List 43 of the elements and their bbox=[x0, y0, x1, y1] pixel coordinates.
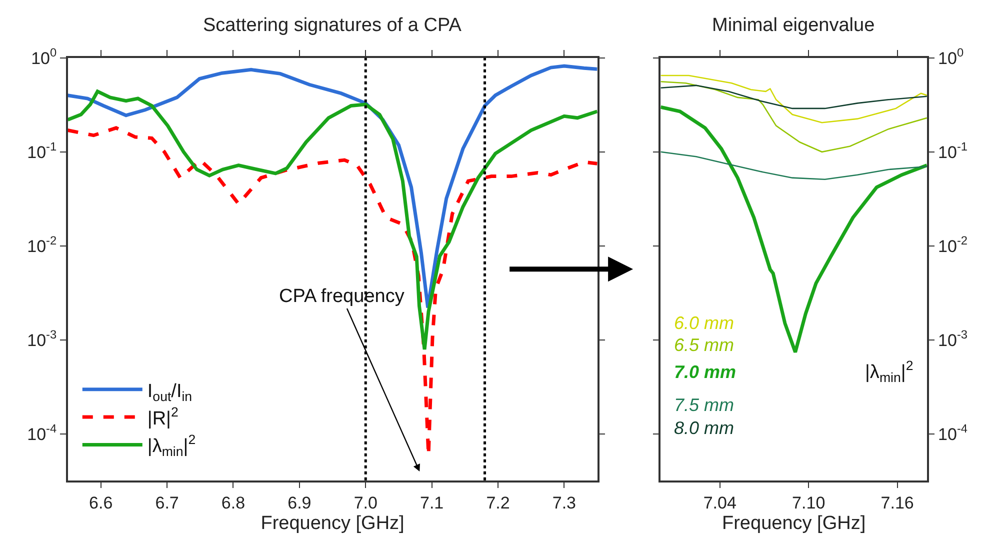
x-tick-label: 6.7 bbox=[155, 493, 179, 512]
y-tick-label: 10$^{-3}$ bbox=[938, 328, 968, 350]
x-tick-label: 6.8 bbox=[221, 493, 246, 512]
text: 7.0 mm bbox=[674, 362, 736, 382]
x-axis-title: Frequency [GHz] bbox=[722, 512, 866, 534]
x-tick-label: 7.0 bbox=[354, 493, 378, 512]
x-tick-label: 7.1 bbox=[420, 493, 444, 512]
line-series bbox=[68, 64, 598, 310]
line-series bbox=[68, 90, 598, 352]
y-tick-label: 10$^{-1}$ bbox=[27, 140, 58, 162]
x-axis-title: Frequency [GHz] bbox=[260, 512, 404, 534]
y-tick-label: 10$^{-4}$ bbox=[938, 422, 968, 444]
text: 6.0 mm bbox=[674, 313, 734, 333]
x-tick-label: 7.2 bbox=[486, 493, 510, 512]
line-series bbox=[660, 151, 927, 180]
y-tick-label: 10$^{-1}$ bbox=[938, 140, 968, 162]
y-tick-label: 10$^{0}$ bbox=[938, 46, 964, 68]
text: 6.5 mm bbox=[674, 335, 734, 355]
x-tick-label: 7.04 bbox=[703, 493, 736, 512]
text: 8.0 mm bbox=[674, 418, 734, 438]
line-series bbox=[660, 84, 927, 110]
chart-title: Minimal eigenvalue bbox=[712, 15, 875, 36]
y-tick-label: 10$^{0}$ bbox=[31, 46, 57, 68]
legend-label: |R|$^{2}$ bbox=[147, 404, 178, 430]
y-tick-label: 10$^{-2}$ bbox=[938, 234, 968, 256]
x-tick-label: 7.3 bbox=[552, 493, 576, 512]
y-tick-label: 10$^{-3}$ bbox=[27, 328, 58, 350]
x-tick-label: 7.16 bbox=[880, 493, 914, 512]
y-tick-label: 10$^{-2}$ bbox=[27, 234, 58, 256]
chart-title: Scattering signatures of a CPA bbox=[203, 15, 462, 36]
text: 7.5 mm bbox=[674, 395, 734, 415]
annotation: |λ$_{min}$|$^{2}$ bbox=[865, 358, 914, 385]
x-tick-label: 7.10 bbox=[792, 493, 826, 512]
arrow-cpa-pointer: CPA frequency bbox=[279, 286, 420, 472]
line-series bbox=[660, 74, 927, 124]
legend-label: I$_{out}$/I$_{in}$ bbox=[147, 380, 192, 404]
legend-label: |λ$_{min}$|$^{2}$ bbox=[147, 432, 196, 460]
x-tick-label: 6.6 bbox=[89, 493, 113, 512]
x-tick-label: 6.9 bbox=[288, 493, 312, 512]
line-series bbox=[660, 105, 927, 354]
line-series bbox=[660, 80, 927, 153]
y-tick-label: 10$^{-4}$ bbox=[27, 422, 58, 444]
annotation: CPA frequency bbox=[279, 286, 405, 307]
